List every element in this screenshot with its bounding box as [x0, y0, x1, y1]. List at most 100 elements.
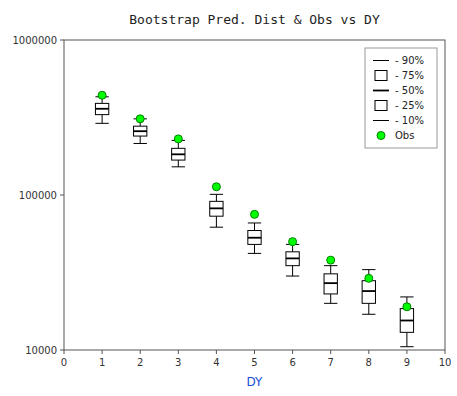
- x-tick-label: 9: [404, 357, 410, 368]
- lower-whisker: [254, 244, 255, 253]
- upper-cap: [400, 296, 413, 297]
- lower-cap: [172, 166, 185, 167]
- x-tick-label: 8: [366, 357, 372, 368]
- legend-label: - 90%: [395, 55, 424, 66]
- median: [400, 320, 413, 322]
- y-tick-label: 10000: [25, 345, 57, 356]
- lower-whisker: [178, 160, 179, 167]
- upper-cap: [210, 194, 223, 195]
- x-tick: [292, 350, 293, 354]
- x-tick-label: 2: [137, 357, 143, 368]
- legend-symbol: [373, 120, 389, 121]
- obs-point: [251, 210, 259, 218]
- axes: 0 1 2 3 4 5 6 7 8 9 10 10000 100000 1000000: [12, 35, 451, 369]
- box-group: [286, 244, 299, 276]
- box: [248, 231, 261, 245]
- lower-whisker: [406, 332, 407, 346]
- box-group: [172, 140, 185, 166]
- legend-label: - 75%: [395, 70, 424, 81]
- y-tick: [60, 350, 64, 351]
- lower-cap: [95, 123, 108, 124]
- x-tick-label: 5: [251, 357, 257, 368]
- x-tick: [254, 350, 255, 354]
- title: Bootstrap Pred. Dist & Obs vs DY: [129, 12, 380, 27]
- lower-whisker: [330, 294, 331, 303]
- legend-symbol: [375, 101, 387, 111]
- legend: - 90%- 75%- 50%- 25%- 10%Obs: [365, 48, 437, 148]
- median: [324, 282, 337, 284]
- upper-cap: [362, 269, 375, 270]
- x-tick-label: 4: [213, 357, 219, 368]
- lower-cap: [210, 227, 223, 228]
- x-tick-label: 1: [99, 357, 105, 368]
- lower-cap: [400, 346, 413, 347]
- legend-label: Obs: [395, 130, 414, 141]
- x-tick: [330, 350, 331, 354]
- box-group: [248, 223, 261, 253]
- upper-whisker: [216, 194, 217, 201]
- box: [286, 252, 299, 266]
- lower-whisker: [140, 136, 141, 143]
- box: [362, 281, 375, 304]
- median: [286, 257, 299, 259]
- y-tick-label: 1000000: [12, 35, 57, 46]
- box-group: [362, 270, 375, 315]
- legend-label: - 50%: [395, 85, 424, 96]
- x-tick: [64, 350, 65, 354]
- lower-cap: [324, 303, 337, 304]
- x-tick-label: 7: [328, 357, 334, 368]
- x-tick-label: 3: [175, 357, 181, 368]
- box: [400, 309, 413, 333]
- y-tick-label: 100000: [19, 190, 57, 201]
- box-group: [95, 97, 108, 124]
- legend-symbol: [377, 132, 385, 140]
- obs-point: [327, 256, 335, 264]
- y-tick: [60, 40, 64, 41]
- x-axis-label: DY: [247, 375, 264, 389]
- x-tick-label: 0: [61, 357, 67, 368]
- plot-background: [64, 40, 445, 350]
- box-group: [210, 194, 223, 227]
- median: [210, 207, 223, 209]
- plot-frame: [64, 40, 445, 350]
- upper-whisker: [330, 266, 331, 274]
- box: [324, 274, 337, 294]
- x-tick: [102, 350, 103, 354]
- lower-cap: [248, 253, 261, 254]
- obs-point: [403, 303, 411, 311]
- lower-cap: [362, 314, 375, 315]
- obs-point: [174, 135, 182, 143]
- obs-point: [98, 91, 106, 99]
- lower-whisker: [216, 216, 217, 227]
- legend-frame: [365, 48, 437, 148]
- median: [172, 153, 185, 155]
- legend-label: - 25%: [395, 100, 424, 111]
- obs-point: [136, 115, 144, 123]
- median: [134, 130, 147, 132]
- median: [362, 290, 375, 292]
- box: [172, 148, 185, 160]
- upper-cap: [324, 265, 337, 266]
- chart: 0 1 2 3 4 5 6 7 8 9 10 10000 100000 1000000 Bootstrap …: [0, 0, 457, 396]
- legend-symbol: [375, 71, 387, 81]
- legend-symbol: [373, 60, 389, 61]
- x-tick: [406, 350, 407, 354]
- lower-cap: [286, 276, 299, 277]
- legend-symbol: [373, 90, 389, 92]
- box-group: [324, 266, 337, 304]
- upper-whisker: [254, 223, 255, 231]
- obs-point: [212, 183, 220, 191]
- x-tick: [368, 350, 369, 354]
- median: [248, 237, 261, 239]
- y-tick: [60, 195, 64, 196]
- lower-whisker: [292, 266, 293, 276]
- lower-cap: [134, 143, 147, 144]
- box: [134, 126, 147, 136]
- obs-point: [289, 238, 297, 246]
- x-tick-label: 10: [439, 357, 452, 368]
- median: [95, 108, 108, 110]
- x-tick-label: 6: [289, 357, 295, 368]
- lower-whisker: [102, 115, 103, 124]
- x-tick: [178, 350, 179, 354]
- x-tick: [445, 350, 446, 354]
